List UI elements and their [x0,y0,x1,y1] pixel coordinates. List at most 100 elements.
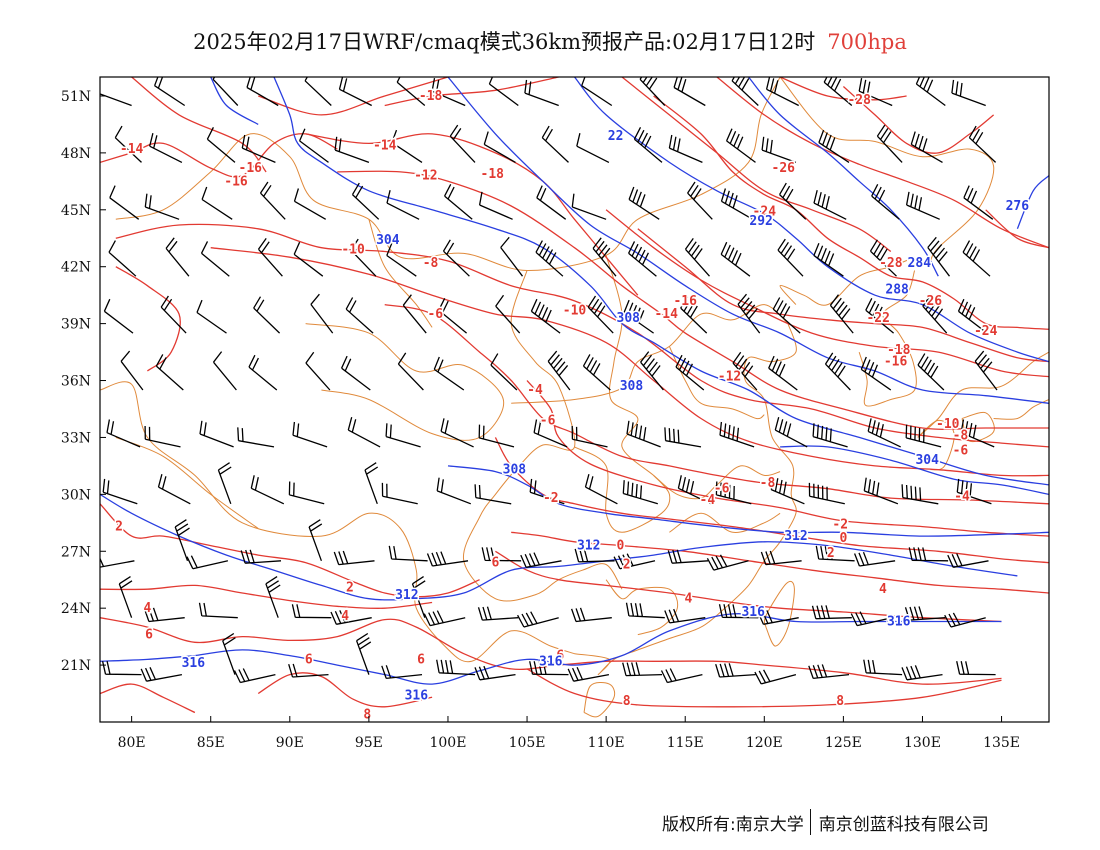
wind-barb [426,551,469,567]
wind-barb [478,191,513,220]
wind-barb [813,242,844,277]
isotherm-line [494,437,1049,564]
temperature-label: 4 [341,609,349,624]
wind-barb [174,519,190,562]
wind-barb [478,424,515,448]
wind-barb [212,77,239,106]
temperature-label: -10 [563,303,587,318]
temperature-label: 2 [346,580,354,595]
wind-barb [101,661,142,676]
wind-barb [481,547,522,562]
isotherm-line [100,503,480,598]
wind-barb [237,427,275,448]
boundary-line [669,512,781,533]
wind-barb [571,425,608,448]
height-label: 22 [608,129,624,144]
wind-barb [351,182,380,220]
wind-barb [904,606,946,621]
height-contours [100,77,1049,685]
height-label: 316 [741,605,765,620]
wind-barb [576,133,610,163]
wind-barb [350,238,377,277]
wind-barb [962,240,991,277]
wind-barb [754,669,797,685]
wind-barb [474,665,516,681]
wind-barb [490,353,518,391]
height-contour-line [780,445,1049,496]
wind-barb [153,77,186,107]
lat-tick-label: 24N [61,601,91,617]
wind-barb [259,181,286,220]
wind-barb [974,350,998,391]
wind-barb [768,355,798,391]
temperature-label: 6 [145,628,153,643]
wind-barb [761,136,797,164]
wind-barb [338,77,372,107]
lat-tick-label: 30N [61,487,91,503]
wind-barb [257,238,283,277]
wind-barb [587,295,614,334]
isotherm-line [526,668,1002,708]
wind-barb [212,351,237,391]
wind-barb [547,350,571,391]
wind-barb [777,238,804,277]
temperature-label: -16 [884,355,908,370]
temperature-label: 6 [305,652,313,667]
temperature-label: -8 [423,256,439,271]
lon-tick-label: 115E [667,735,704,751]
wind-barb [719,421,755,448]
isotherm-line [100,584,433,609]
temperature-label: -6 [540,413,556,428]
height-contour-line [210,77,259,125]
wind-barb [905,424,942,448]
height-contour-line [100,654,195,662]
wind-barb [288,663,329,678]
isotherm-line [985,209,1049,249]
wind-barb [927,236,951,277]
temperature-label: -18 [887,343,911,358]
temperature-label: 2 [623,558,631,573]
wind-barb [201,186,233,220]
temperature-label: -16 [224,174,248,189]
wind-barb [622,662,663,677]
wind-barb [808,664,850,680]
height-label: 312 [577,539,600,554]
temperature-label: -2 [543,491,559,506]
height-contour-line [574,77,1049,363]
height-label: 312 [784,529,807,544]
temperature-label: -22 [866,311,889,326]
boundary-line [574,446,671,533]
wind-barb [299,128,329,163]
wind-barb [541,125,569,163]
wind-barb [222,632,236,675]
lat-tick-label: 45N [61,203,91,219]
wind-barb [108,240,137,277]
boundary-line [305,323,505,441]
wind-barb [956,661,996,676]
map-frame [99,76,1050,723]
lat-axis: 21N 24N 27N 30N 33N 36N 39N 42N 45N 48N 51N [61,89,106,674]
chart-title: 2025年02月17日WRF/cmaq模式36km预报产品:02月17日12时 7… [0,26,1100,56]
wind-barb [364,462,379,505]
wind-barb [774,417,808,448]
wind-barb [613,553,656,570]
wind-barb [901,484,939,505]
wind-barb [732,351,758,391]
height-contour-line [273,77,1049,486]
height-label: 308 [620,379,644,394]
wind-barb [431,77,466,107]
wind-barb [633,127,663,163]
wind-barb [765,77,799,107]
height-label: 316 [182,656,206,671]
wind-barb [853,551,896,567]
wind-barb [140,667,183,682]
height-label: 316 [405,688,429,703]
wind-barb [100,556,135,568]
wind-barb [157,474,191,505]
lon-tick-label: 90E [276,735,304,751]
wind-barb [248,354,278,391]
wind-barb [968,125,997,163]
isotherm-line [257,672,433,708]
wind-barb [198,602,238,619]
